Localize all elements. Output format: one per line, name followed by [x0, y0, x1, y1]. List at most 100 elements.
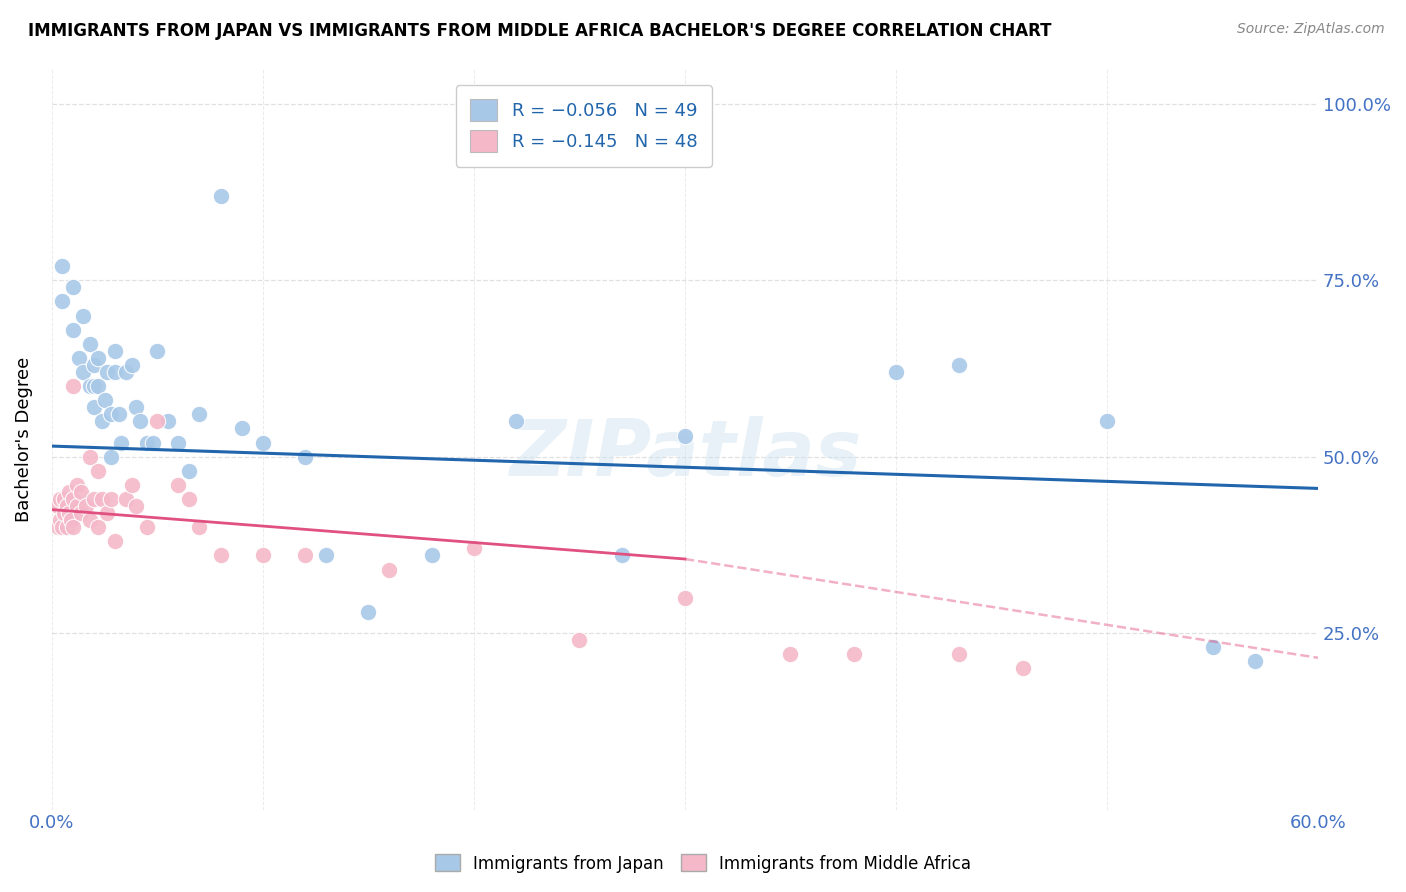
Point — [610, 549, 633, 563]
Point — [110, 435, 132, 450]
Point — [96, 506, 118, 520]
Point — [51, 294, 73, 309]
Point — [70, 485, 93, 500]
Point — [83, 379, 105, 393]
Point — [55, 520, 77, 534]
Point — [1243, 654, 1265, 668]
Point — [62, 520, 84, 534]
Point — [121, 358, 143, 372]
Point — [100, 407, 122, 421]
Point — [58, 506, 80, 520]
Point — [49, 513, 72, 527]
Point — [83, 491, 105, 506]
Point — [62, 280, 84, 294]
Point — [948, 358, 970, 372]
Point — [87, 351, 110, 365]
Point — [294, 450, 316, 464]
Point — [87, 520, 110, 534]
Point — [177, 491, 200, 506]
Point — [79, 450, 101, 464]
Point — [779, 647, 801, 661]
Point — [91, 414, 114, 428]
Point — [231, 421, 253, 435]
Point — [67, 351, 90, 365]
Point — [66, 478, 89, 492]
Point — [55, 499, 77, 513]
Point — [79, 336, 101, 351]
Y-axis label: Bachelor's Degree: Bachelor's Degree — [15, 357, 32, 522]
Point — [167, 435, 190, 450]
Point — [53, 491, 76, 506]
Point — [1095, 414, 1118, 428]
Point — [146, 343, 169, 358]
Point — [842, 647, 865, 661]
Point — [156, 414, 179, 428]
Point — [420, 549, 443, 563]
Point — [46, 520, 69, 534]
Point — [46, 499, 69, 513]
Point — [72, 365, 94, 379]
Point — [87, 379, 110, 393]
Point — [167, 478, 190, 492]
Point — [125, 401, 148, 415]
Text: IMMIGRANTS FROM JAPAN VS IMMIGRANTS FROM MIDDLE AFRICA BACHELOR'S DEGREE CORRELA: IMMIGRANTS FROM JAPAN VS IMMIGRANTS FROM… — [28, 22, 1052, 40]
Point — [66, 499, 89, 513]
Point — [75, 499, 97, 513]
Point — [83, 358, 105, 372]
Point — [72, 309, 94, 323]
Point — [62, 323, 84, 337]
Point — [177, 464, 200, 478]
Point — [62, 491, 84, 506]
Point — [114, 365, 136, 379]
Point — [121, 478, 143, 492]
Point — [505, 414, 527, 428]
Point — [673, 591, 696, 605]
Point — [104, 343, 127, 358]
Point — [884, 365, 907, 379]
Point — [91, 491, 114, 506]
Point — [59, 513, 82, 527]
Point — [83, 401, 105, 415]
Point — [58, 485, 80, 500]
Point — [104, 534, 127, 549]
Point — [93, 393, 115, 408]
Point — [100, 450, 122, 464]
Point — [252, 549, 274, 563]
Point — [948, 647, 970, 661]
Point — [568, 633, 591, 648]
Point — [51, 259, 73, 273]
Point — [209, 188, 232, 202]
Point — [294, 549, 316, 563]
Legend: R = −0.056   N = 49, R = −0.145   N = 48: R = −0.056 N = 49, R = −0.145 N = 48 — [456, 85, 711, 167]
Point — [129, 414, 152, 428]
Point — [49, 491, 72, 506]
Point — [79, 379, 101, 393]
Point — [252, 435, 274, 450]
Point — [96, 365, 118, 379]
Point — [142, 435, 165, 450]
Point — [357, 605, 380, 619]
Point — [463, 541, 485, 556]
Point — [87, 464, 110, 478]
Text: ZIPatlas: ZIPatlas — [509, 416, 860, 491]
Text: Source: ZipAtlas.com: Source: ZipAtlas.com — [1237, 22, 1385, 37]
Point — [70, 506, 93, 520]
Point — [62, 379, 84, 393]
Point — [315, 549, 337, 563]
Point — [673, 428, 696, 442]
Point — [378, 563, 401, 577]
Point — [51, 520, 73, 534]
Point — [188, 407, 211, 421]
Point — [135, 520, 157, 534]
Point — [108, 407, 131, 421]
Point — [146, 414, 169, 428]
Point — [135, 435, 157, 450]
Point — [100, 491, 122, 506]
Point — [79, 513, 101, 527]
Point — [188, 520, 211, 534]
Point — [209, 549, 232, 563]
Point — [1011, 661, 1033, 675]
Point — [1201, 640, 1223, 655]
Legend: Immigrants from Japan, Immigrants from Middle Africa: Immigrants from Japan, Immigrants from M… — [429, 847, 977, 880]
Point — [114, 491, 136, 506]
